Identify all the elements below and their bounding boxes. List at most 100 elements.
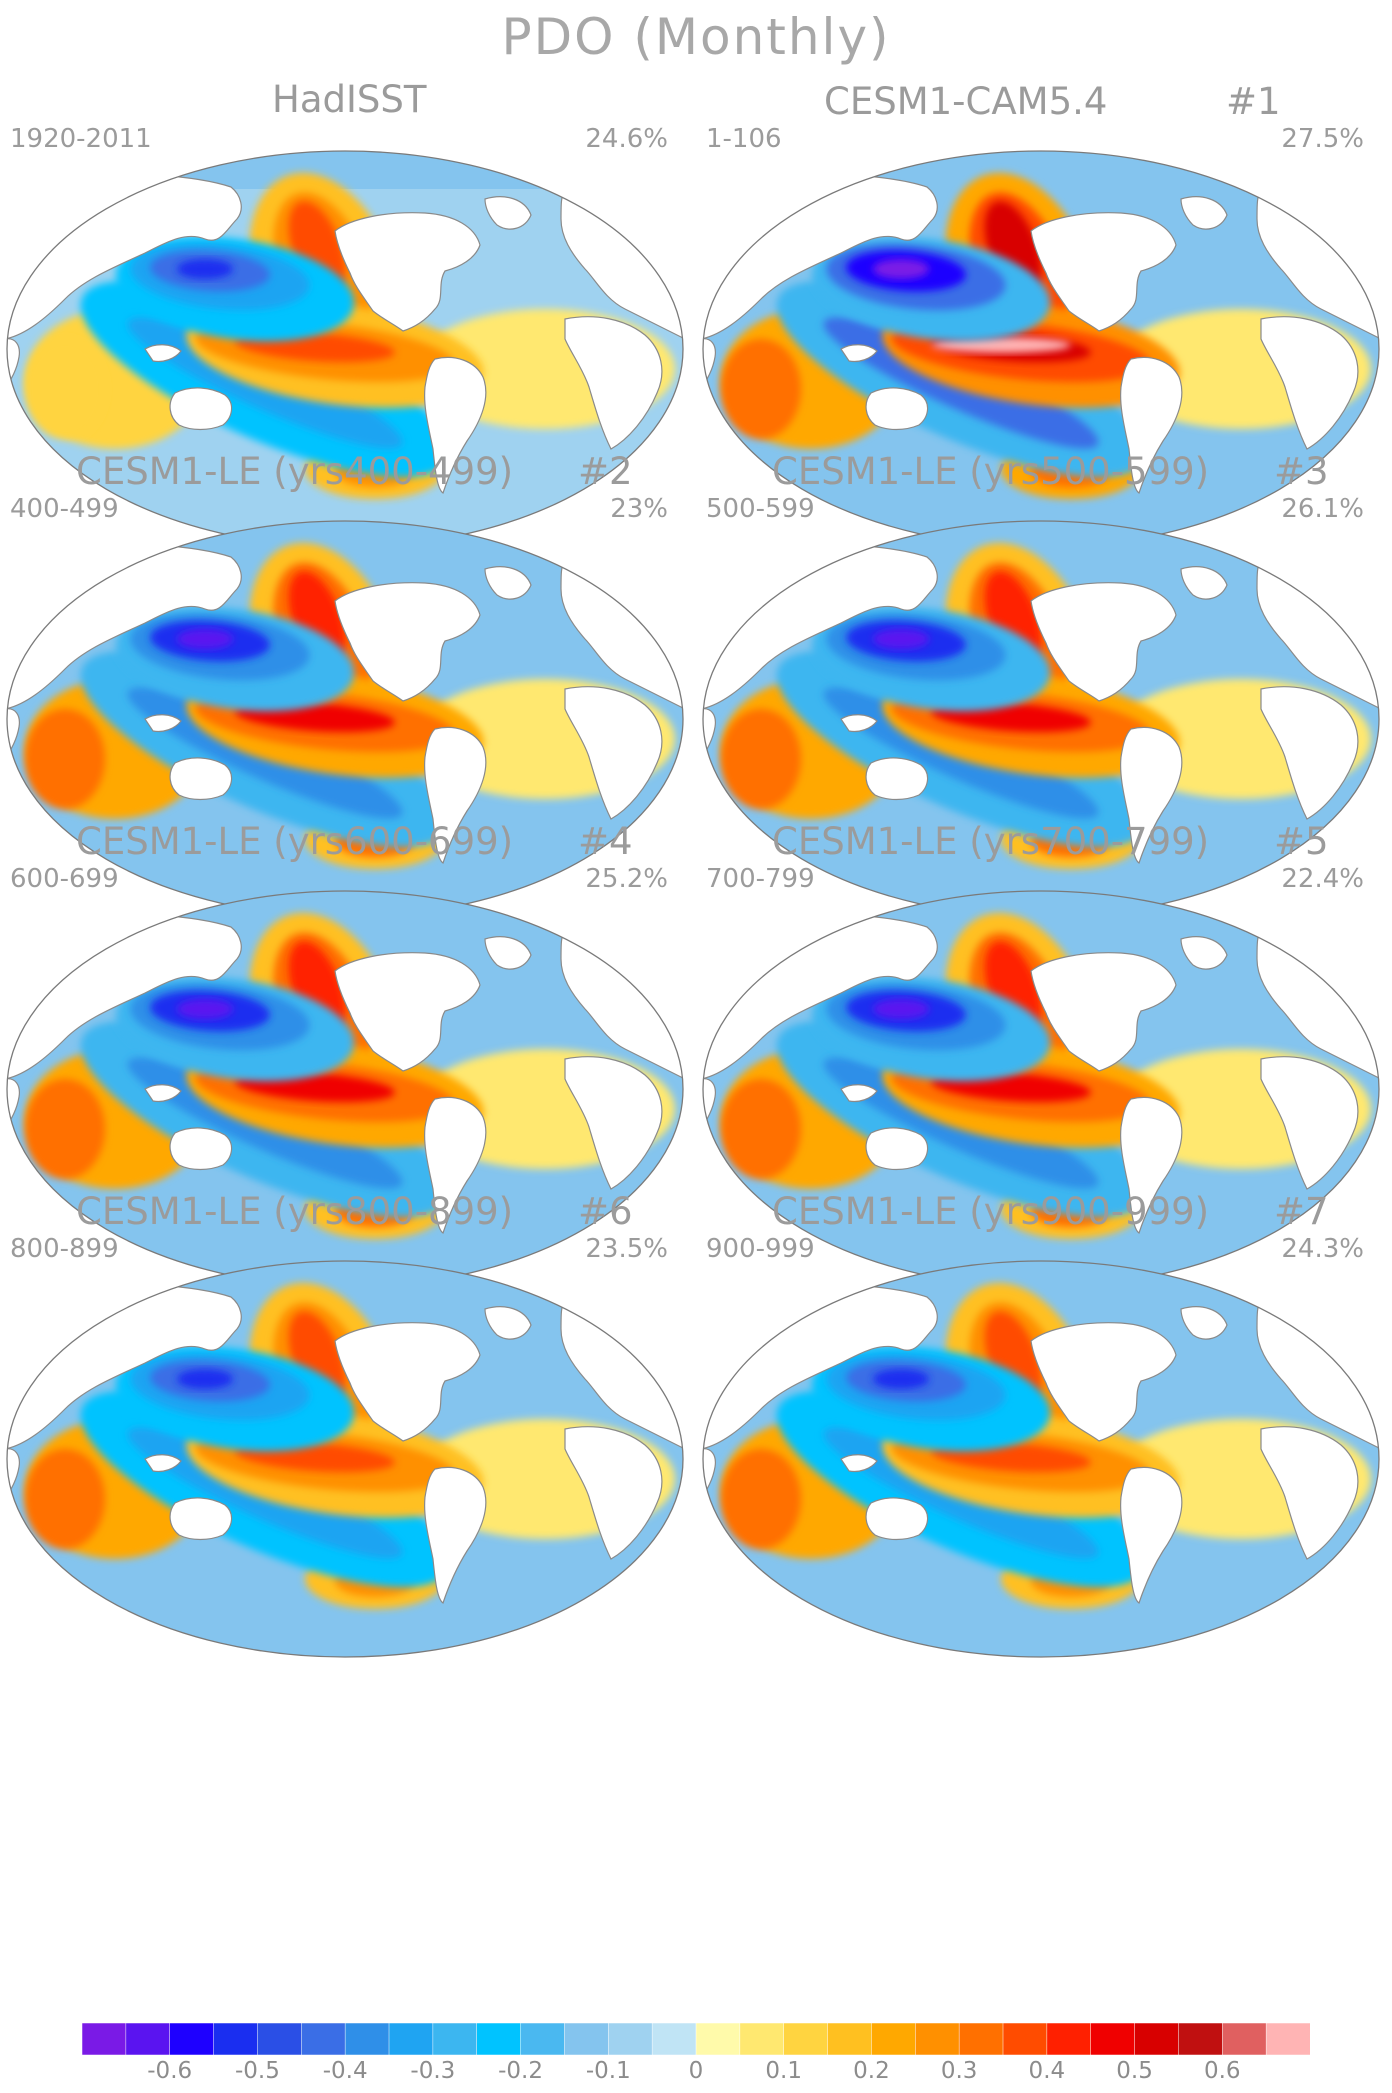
land-africa: [564, 316, 663, 450]
map-svg: [6, 150, 684, 548]
cold-anomaly: [873, 1369, 929, 1389]
panel-years: 1-106: [706, 124, 782, 154]
land-indo: [840, 1084, 878, 1103]
map-panel: HadISST 1920-2011 24.6%: [0, 78, 696, 560]
colorbar-tick-label: -0.4: [322, 2058, 368, 2084]
land-indo: [144, 344, 182, 363]
cold-anomaly: [177, 1369, 233, 1389]
colorbar-swatch: [651, 2023, 697, 2055]
panel-title: CESM1-CAM5.4: [824, 80, 1108, 123]
globe-outline: [6, 1260, 684, 1658]
land-africa: [1260, 686, 1359, 820]
land-nam: [1030, 952, 1177, 1072]
land-sam: [1120, 1466, 1183, 1604]
panel-number: #6: [578, 1190, 633, 1233]
land-austr: [865, 387, 929, 431]
map-svg: [702, 1260, 1380, 1658]
land-austr: [169, 387, 233, 431]
cold-anomaly: [873, 259, 929, 279]
arctic-band: [703, 521, 1379, 559]
colorbar-swatch: [695, 2023, 741, 2055]
colorbar-swatch: [564, 2023, 610, 2055]
colorbar-swatch: [915, 2023, 960, 2055]
arctic-band: [7, 521, 683, 559]
land-grnl: [484, 1306, 532, 1340]
land-africa: [564, 686, 663, 820]
sst-field: [7, 1261, 683, 1657]
colorbar-swatch: [1090, 2023, 1136, 2055]
colorbar-swatch: [1222, 2023, 1267, 2055]
colorbar-swatch: [1046, 2023, 1092, 2055]
figure-title: PDO (Monthly): [501, 8, 891, 66]
land-indo: [840, 714, 878, 733]
land-grnl: [1180, 936, 1228, 970]
colorbar: [82, 2023, 1310, 2055]
colorbar-swatch: [476, 2023, 522, 2055]
colorbar-swatch: [608, 2023, 653, 2055]
land-nam: [334, 582, 481, 702]
land-austr: [865, 1127, 929, 1171]
panel-title: CESM1-LE (yrs900-999): [772, 1190, 1210, 1233]
map-panel: CESM1-LE (yrs500-599) #3 500-599 26.1%: [696, 450, 1392, 930]
panel-variance: 23.5%: [585, 1234, 668, 1264]
colorbar-tick-label: 0.6: [1203, 2058, 1241, 2084]
land-austr: [865, 757, 929, 801]
land-sam: [424, 1466, 487, 1604]
panel-variance: 24.6%: [585, 124, 668, 154]
colorbar-swatch: [125, 2023, 171, 2055]
warm-anomaly: [25, 1079, 105, 1179]
panel-title: CESM1-LE (yrs800-899): [76, 1190, 514, 1233]
land-sam: [1120, 726, 1183, 864]
colorbar-swatch: [301, 2023, 346, 2055]
land-sam: [424, 726, 487, 864]
land-grnl: [484, 566, 532, 600]
land-grnl: [484, 196, 532, 230]
panel-number: #3: [1274, 450, 1329, 493]
panel-number: #4: [578, 820, 633, 863]
arctic-band: [703, 1261, 1379, 1299]
warm-anomaly: [25, 1449, 105, 1549]
cold-anomaly: [177, 999, 233, 1019]
land-grnl: [484, 936, 532, 970]
land-nam: [1030, 212, 1177, 332]
land-nam: [1030, 582, 1177, 702]
colorbar-swatch: [1265, 2023, 1310, 2055]
panel-years: 900-999: [706, 1234, 815, 1264]
panel-number: #2: [578, 450, 633, 493]
land-austr: [169, 1127, 233, 1171]
map-svg: [702, 890, 1380, 1288]
land-grnl: [1180, 566, 1228, 600]
colorbar-swatch: [344, 2023, 390, 2055]
colorbar-tick-label: -0.5: [234, 2058, 280, 2084]
colorbar-swatch: [739, 2023, 785, 2055]
colorbar-tick-label: 0.4: [1028, 2058, 1066, 2084]
sst-field: [703, 1261, 1379, 1657]
map-panel: CESM1-LE (yrs600-699) #4 600-699 25.2%: [0, 820, 696, 1300]
land-africa: [564, 1426, 663, 1560]
colorbar-swatch: [169, 2023, 215, 2055]
panel-title: CESM1-LE (yrs700-799): [772, 820, 1210, 863]
panel-title: CESM1-LE (yrs600-699): [76, 820, 514, 863]
arctic-band: [7, 1261, 683, 1299]
panel-variance: 22.4%: [1281, 864, 1364, 894]
arctic-band: [703, 151, 1379, 189]
map-panel: CESM1-LE (yrs400-499) #2 400-499 23%: [0, 450, 696, 930]
panel-variance: 27.5%: [1281, 124, 1364, 154]
colorbar-tick-label: 0.5: [1116, 2058, 1153, 2084]
colorbar-tick-label: 0.2: [853, 2058, 890, 2084]
colorbar-tick-label: 0: [688, 2058, 704, 2084]
land-nam: [334, 212, 481, 332]
land-nam: [1030, 1322, 1177, 1442]
colorbar-swatch: [388, 2023, 434, 2055]
land-sam: [424, 356, 487, 494]
land-grnl: [1180, 196, 1228, 230]
colorbar-swatch: [1002, 2023, 1048, 2055]
land-nam: [334, 952, 481, 1072]
warm-anomaly: [721, 1449, 801, 1549]
warm-anomaly: [25, 709, 105, 809]
colorbar-swatch: [958, 2023, 1004, 2055]
land-indo: [144, 1084, 182, 1103]
panel-title: HadISST: [272, 78, 427, 121]
land-africa: [1260, 316, 1359, 450]
map-svg: [702, 520, 1380, 918]
